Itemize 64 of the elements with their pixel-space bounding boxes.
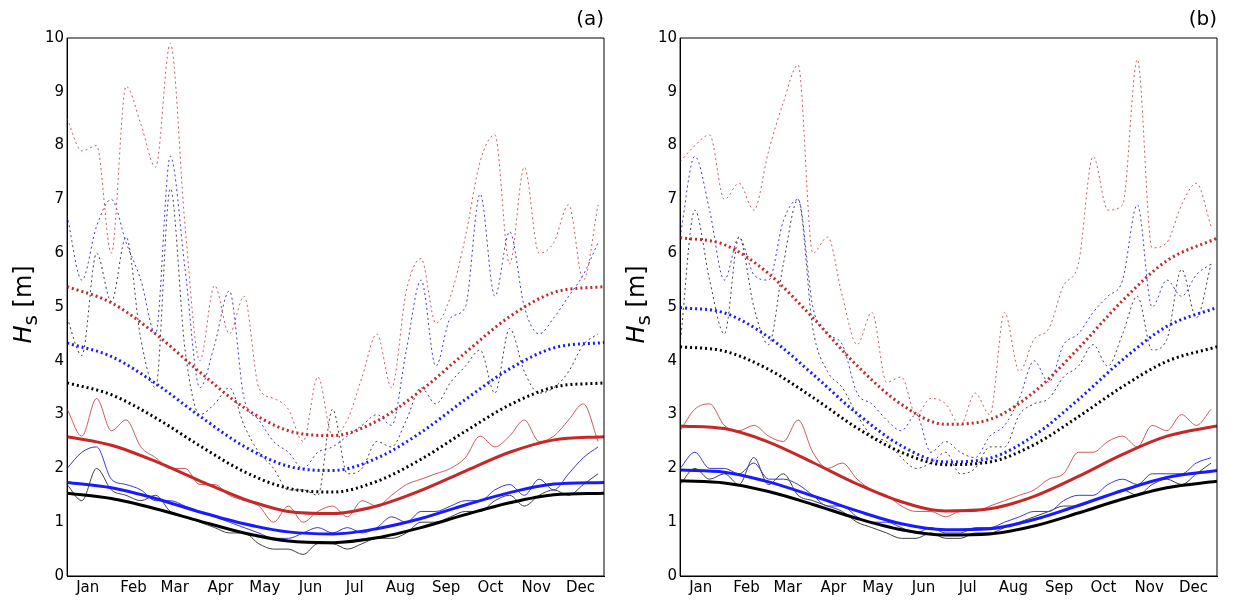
line-series (67, 397, 599, 523)
line-series (67, 155, 599, 469)
x-tick-label: Nov (521, 577, 551, 596)
x-tick-label: Aug (998, 577, 1029, 596)
y-tick-label: 1 (54, 512, 65, 531)
y-tick-label: 4 (54, 350, 65, 369)
x-tick-label: Aug (385, 577, 416, 596)
y-tick-label: 4 (667, 350, 678, 369)
y-tick-label: 7 (54, 189, 65, 208)
line-series (67, 188, 599, 496)
line-series (680, 59, 1212, 426)
line-series (67, 285, 604, 438)
x-tick-label: Feb (120, 577, 147, 596)
y-tick-label: 2 (54, 458, 65, 477)
line-series (680, 155, 1212, 459)
y-tick-label: 7 (667, 189, 678, 208)
y-tick-label: 10 (657, 27, 678, 46)
x-tick-label: Dec (1178, 577, 1208, 596)
x-tick-label: Apr (207, 577, 235, 596)
chart-title: (a) (576, 6, 604, 31)
y-tick-label: 6 (667, 243, 678, 262)
x-tick-label: Jun (297, 577, 323, 596)
x-tick-label: Mar (160, 577, 190, 596)
x-tick-label: May (249, 577, 281, 596)
line-series (67, 480, 604, 536)
y-tick-label: 2 (667, 458, 678, 477)
line-series (680, 306, 1217, 464)
y-tick-label: 8 (667, 135, 678, 154)
x-tick-label: Jul (957, 577, 977, 596)
y-tick-label: 0 (54, 565, 65, 584)
x-tick-label: Dec (565, 577, 595, 596)
y-tick-label: 9 (54, 81, 65, 100)
line-series (680, 424, 1217, 513)
chart-title: (b) (1188, 6, 1217, 31)
x-tick-label: Sep (432, 577, 461, 596)
y-tick-label: 0 (667, 565, 678, 584)
y-tick-label: 5 (667, 296, 678, 315)
x-tick-label: May (862, 577, 894, 596)
y-tick-label: 1 (667, 512, 678, 531)
x-tick-label: Oct (1090, 577, 1117, 596)
line-series (67, 446, 599, 539)
x-tick-label: Oct (477, 577, 504, 596)
y-tick-label: 9 (667, 81, 678, 100)
y-tick-label: 3 (54, 404, 65, 423)
x-tick-label: Jun (910, 577, 936, 596)
y-tick-label: 10 (44, 27, 65, 46)
line-series (67, 435, 604, 516)
x-tick-label: Apr (820, 577, 848, 596)
y-tick-label: 5 (54, 296, 65, 315)
line-series (680, 236, 1217, 426)
x-tick-label: Sep (1045, 577, 1074, 596)
line-series (680, 198, 1212, 475)
x-tick-label: Nov (1134, 577, 1164, 596)
y-tick-label: 8 (54, 135, 65, 154)
line-series (680, 468, 1217, 532)
y-tick-label: 3 (667, 404, 678, 423)
x-tick-label: Jan (688, 577, 713, 596)
y-tick-label: 6 (54, 243, 65, 262)
line-series (680, 403, 1212, 518)
x-tick-label: Mar (773, 577, 803, 596)
line-series (67, 42, 599, 442)
x-tick-label: Feb (733, 577, 760, 596)
x-tick-label: Jul (344, 577, 364, 596)
x-tick-label: Jan (75, 577, 100, 596)
